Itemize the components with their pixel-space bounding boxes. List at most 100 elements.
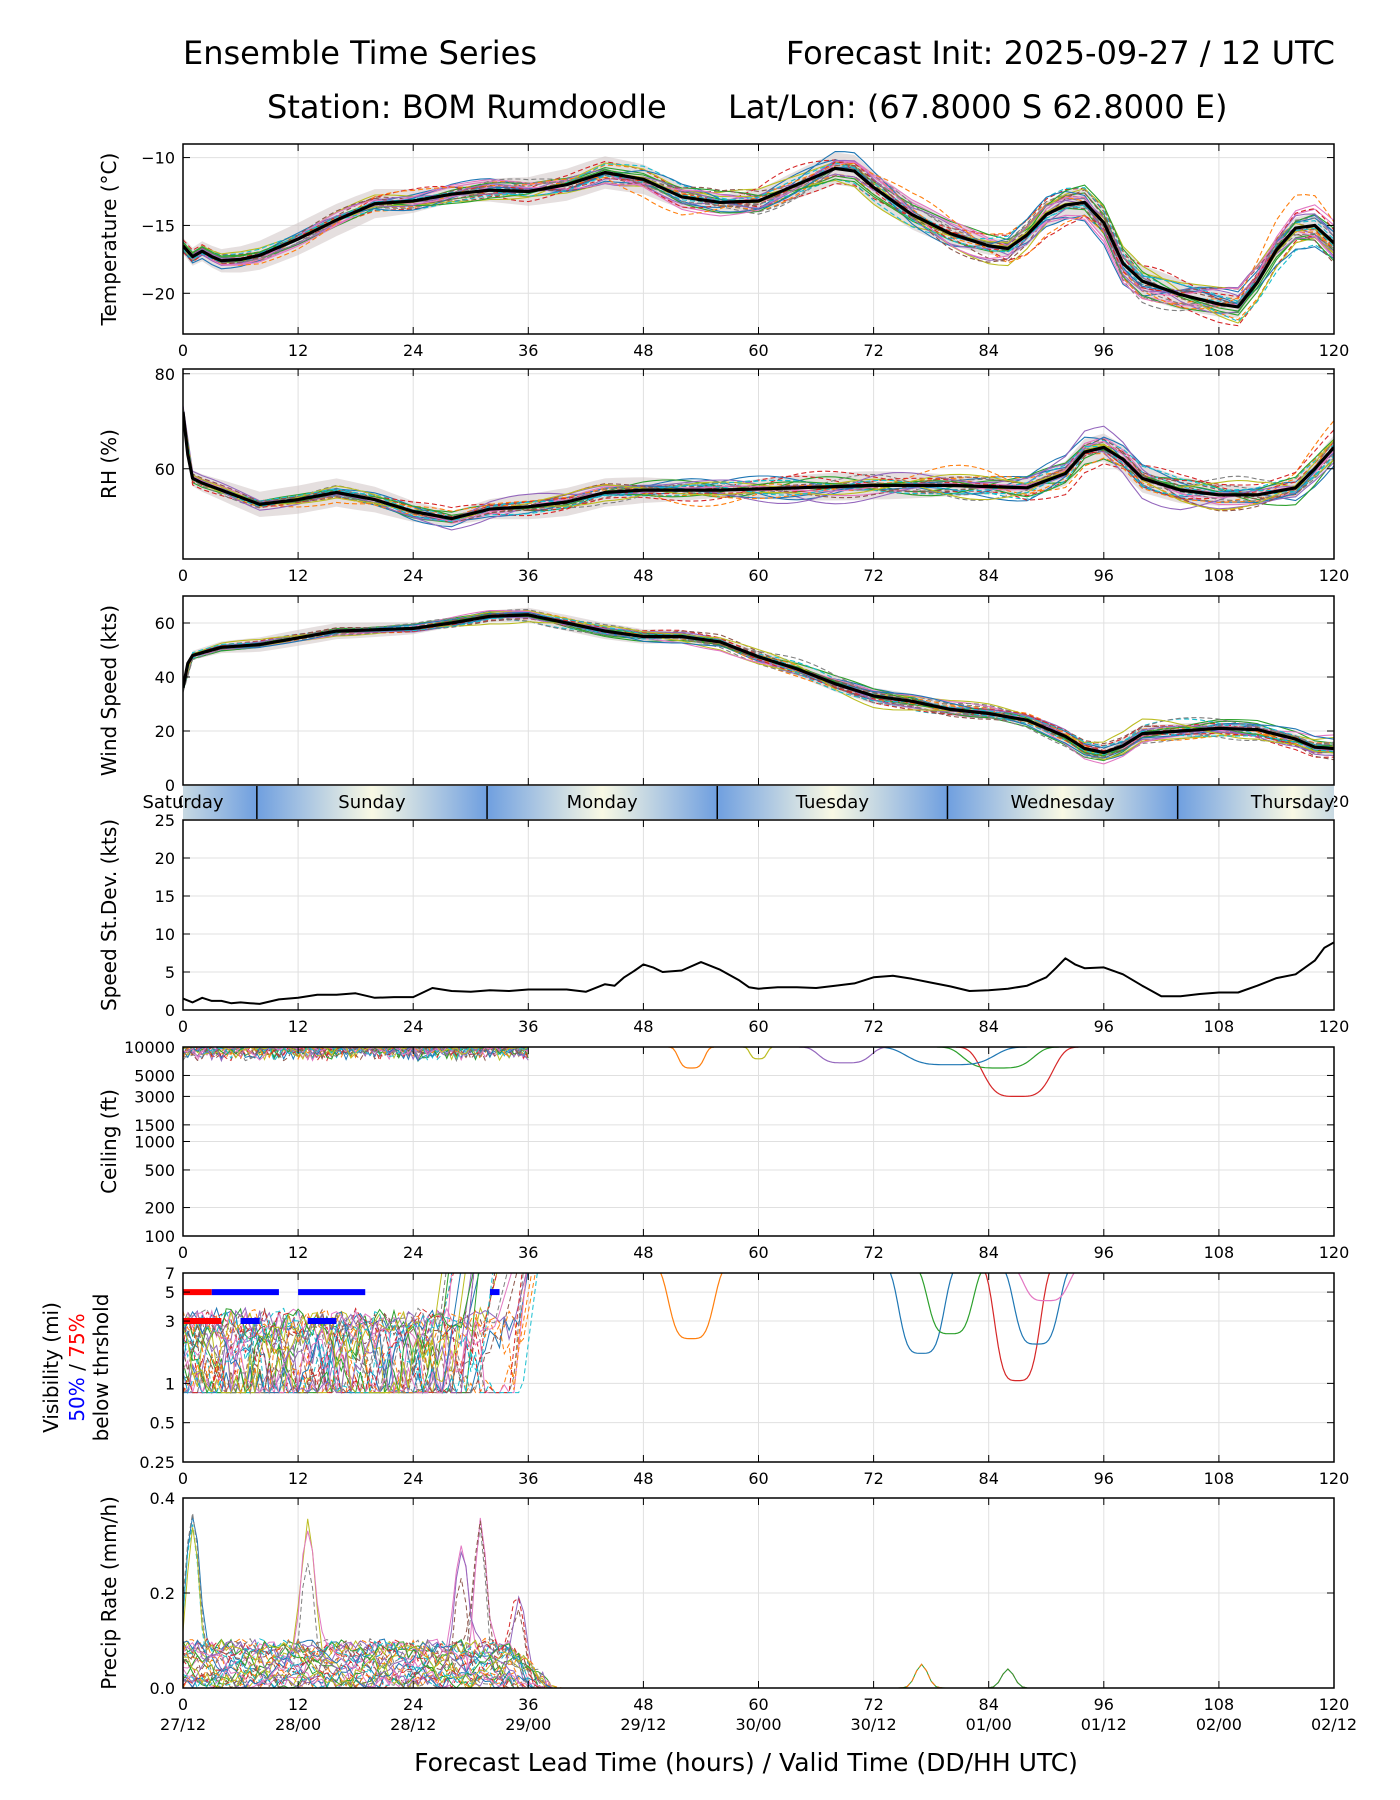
visibility-dip-line — [660, 1273, 723, 1340]
x-axis-label: Forecast Lead Time (hours) / Valid Time … — [414, 1748, 1078, 1777]
day-bar: Saturday Sunday Monday Tuesday Wednesday Thur… — [142, 786, 1335, 819]
y-tick-label: −15 — [141, 216, 175, 235]
x-tick-label: 96 — [1094, 1017, 1114, 1036]
day-segment — [256, 786, 488, 819]
x-tick-label: 48 — [633, 1469, 653, 1488]
spread-band — [183, 152, 1334, 318]
x-tick-label: 120 — [1319, 1243, 1350, 1262]
member-line — [183, 1639, 1334, 1688]
valid-time-label: 30/00 — [735, 1715, 781, 1734]
valid-time-label: 27/12 — [160, 1715, 206, 1734]
series-rh — [183, 404, 1334, 531]
x-tick-label: 96 — [1094, 1695, 1114, 1714]
x-tick-label: 0 — [178, 341, 188, 360]
day-segment — [947, 786, 1178, 819]
x-tick-label: 36 — [518, 1695, 538, 1714]
valid-time-label: 30/12 — [851, 1715, 897, 1734]
x-tick-label: 108 — [1204, 341, 1235, 360]
y-tick-label: 0 — [165, 1001, 175, 1020]
x-tick-label: 36 — [518, 341, 538, 360]
member-line — [183, 1047, 529, 1062]
title-station: Station: BOM Rumdoodle — [267, 88, 667, 126]
y-tick-label: 0.0 — [150, 1679, 175, 1698]
valid-time-label: 01/12 — [1081, 1715, 1127, 1734]
ensemble-mean-line — [183, 166, 1334, 309]
x-tick-label: 60 — [748, 566, 768, 585]
y-axis-label: Ceiling (ft) — [97, 1089, 121, 1194]
member-line — [183, 1550, 1334, 1688]
member-line — [183, 1640, 1334, 1688]
member-line — [183, 1273, 528, 1395]
y-tick-label: 0.25 — [139, 1453, 175, 1472]
x-tick-label: 12 — [288, 1469, 308, 1488]
ensemble-mean-line — [183, 613, 1334, 755]
series-temperature — [183, 151, 1334, 327]
x-tick-label: 72 — [863, 1469, 883, 1488]
member-line — [183, 161, 1334, 290]
frame-visibility: 0.25 0.5 1 3 57 0 12 24 36 48 60 72 84 96 108 120 — [139, 1264, 1349, 1488]
y-tick-label: 5 — [165, 963, 175, 982]
member-line — [183, 1047, 529, 1062]
day-label: Wednesday — [1010, 792, 1115, 813]
member-line — [183, 1047, 529, 1061]
x-tick-label: 108 — [1204, 1017, 1235, 1036]
x-tick-label: 12 — [288, 341, 308, 360]
x-tick-label: 48 — [633, 1243, 653, 1262]
y-tick-label: 60 — [155, 460, 175, 479]
x-tick-label: 60 — [748, 1243, 768, 1262]
y-tick-label: 40 — [155, 668, 175, 687]
member-line — [183, 159, 1334, 305]
x-tick-label: 96 — [1094, 1469, 1114, 1488]
valid-time-label: 02/00 — [1196, 1715, 1242, 1734]
y-tick-label: 20 — [155, 849, 175, 868]
member-line — [183, 1273, 512, 1394]
member-line — [183, 1273, 533, 1395]
y-tick-label: 5000 — [134, 1066, 175, 1085]
threshold-label: below thrshold — [89, 1294, 113, 1442]
member-line — [183, 1640, 1334, 1688]
member-line — [183, 413, 1334, 520]
member-line — [183, 1640, 1334, 1688]
visibility-dip-line — [1005, 1273, 1069, 1345]
member-line — [183, 1638, 1334, 1688]
y-tick-label: 10000 — [124, 1038, 175, 1057]
x-tick-label: 24 — [403, 1017, 423, 1036]
x-tick-label: 48 — [633, 566, 653, 585]
member-line — [183, 1639, 1334, 1688]
member-line — [183, 413, 1334, 522]
ceiling-dip-line — [798, 1047, 890, 1064]
y-tick-label: 1000 — [134, 1133, 175, 1152]
panel-temperature — [182, 144, 1335, 334]
x-tick-label: 48 — [633, 341, 653, 360]
day-label: Sunday — [338, 792, 406, 813]
x-tick-label: 24 — [403, 341, 423, 360]
x-tick-label: 96 — [1094, 566, 1114, 585]
y-tick-label: 0.2 — [150, 1584, 175, 1603]
x-tick-label: 12 — [288, 1243, 308, 1262]
x-tick-label: 12 — [288, 566, 308, 585]
y-tick-label: 10 — [155, 925, 175, 944]
y-axis-label: Precip Rate (mm/h) — [97, 1496, 121, 1690]
x-tick-label: 84 — [979, 1469, 999, 1488]
x-tick-label: 84 — [979, 1243, 999, 1262]
x-tick-label: 12 — [288, 1017, 308, 1036]
member-line — [183, 1273, 498, 1394]
x-tick-label: 72 — [863, 1243, 883, 1262]
x-tick-label: 120 — [1319, 341, 1350, 360]
x-tick-label: 24 — [403, 566, 423, 585]
ensemble-mean-line — [183, 941, 1334, 1005]
member-line — [183, 1047, 529, 1060]
visibility-dip-line — [984, 1273, 1051, 1382]
y-tick-label: 0.5 — [150, 1414, 175, 1433]
x-tick-label: 60 — [748, 1695, 768, 1714]
title-left: Ensemble Time Series — [183, 34, 537, 72]
day-label: Monday — [567, 792, 638, 813]
x-tick-label: 0 — [178, 1469, 188, 1488]
y-tick-label: 500 — [144, 1161, 175, 1180]
x-tick-label: 108 — [1204, 566, 1235, 585]
x-tick-label: 72 — [863, 341, 883, 360]
y-tick-label: 5 — [165, 1283, 175, 1302]
y-tick-label: 80 — [155, 365, 175, 384]
x-tick-label: 84 — [979, 566, 999, 585]
valid-time-label: 01/00 — [966, 1715, 1012, 1734]
